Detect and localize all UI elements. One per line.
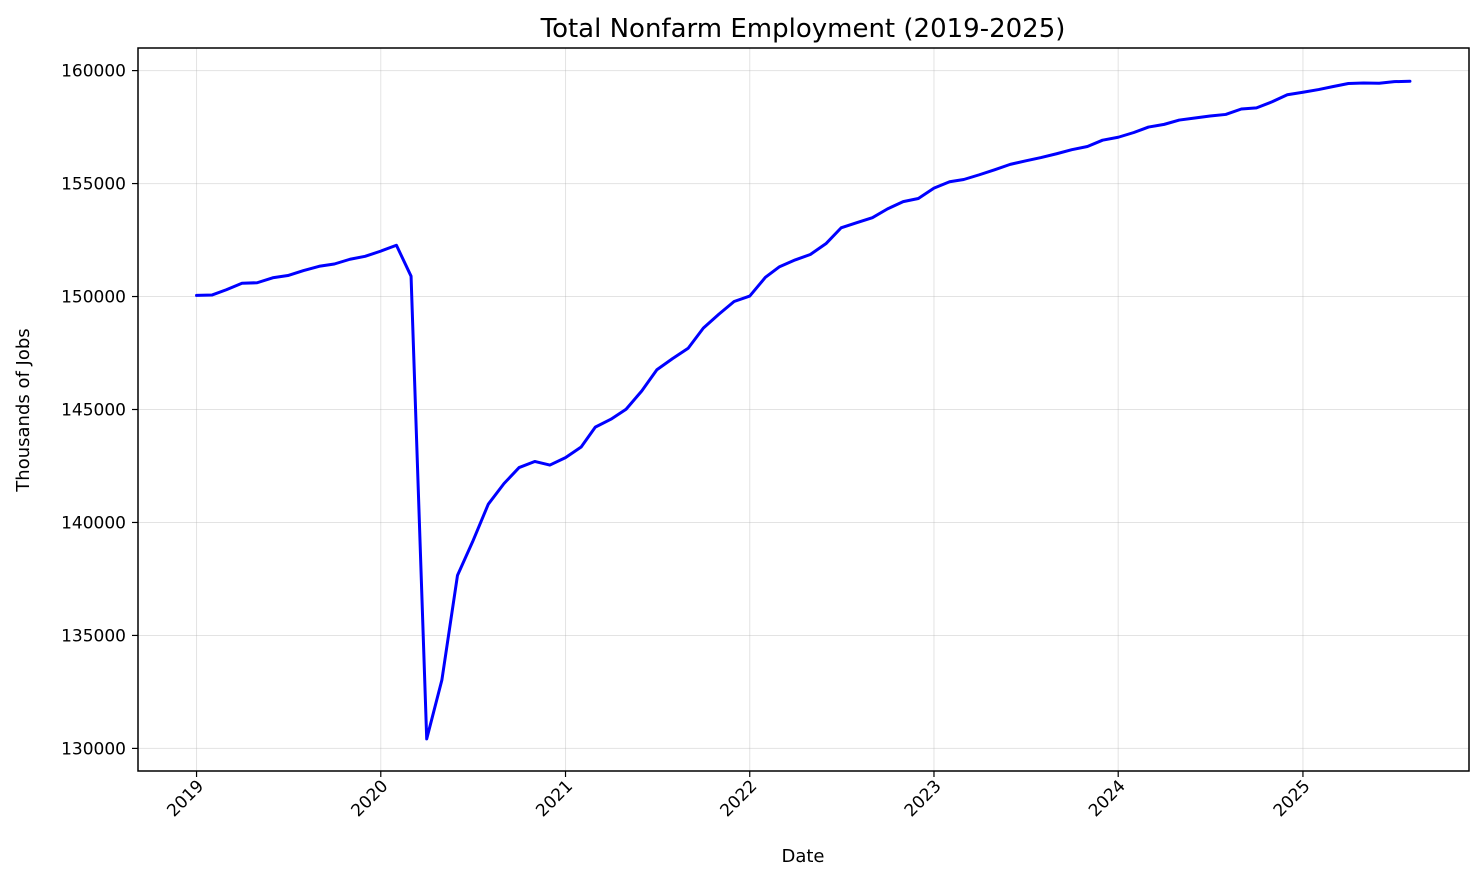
y-axis-label: Thousands of Jobs [13,328,34,492]
x-tick-label: 2024 [1085,776,1130,821]
gridlines [138,48,1469,771]
y-tick-label: 135000 [61,626,126,646]
y-tick-label: 160000 [61,62,126,82]
employment-line [195,79,1412,741]
y-tick-label: 150000 [61,288,126,308]
series-layer [195,79,1412,741]
x-axis-label: Date [781,846,824,867]
y-tick-label: 140000 [61,513,126,533]
x-tick-label: 2025 [1270,776,1315,821]
x-tick-label: 2020 [348,776,393,821]
y-tick-label: 155000 [61,175,126,195]
x-tick-label: 2019 [163,776,208,821]
y-tick-label: 145000 [61,401,126,421]
x-tick-label: 2022 [717,776,762,821]
axis-ticks: 130000 135000 140000 145000 150000 155000 1600… [61,62,1314,822]
chart-title: Total Nonfarm Employment (2019-2025) [540,14,1066,44]
y-tick-label: 130000 [61,739,126,759]
x-tick-label: 2021 [532,776,577,821]
x-tick-label: 2023 [901,776,946,821]
